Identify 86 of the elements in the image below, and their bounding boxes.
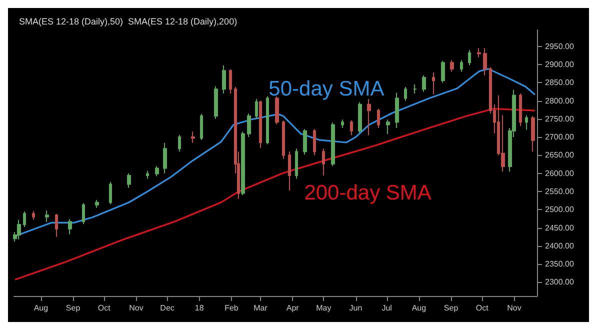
candlestick: [68, 218, 72, 235]
chart-title: SMA(ES 12-18 (Daily),50) SMA(ES 12-18 (Daily),200): [19, 16, 238, 26]
candlestick: [450, 60, 454, 72]
candlestick: [358, 102, 362, 134]
y-tick-label: 2550.00: [545, 186, 574, 196]
line-series: [14, 108, 536, 280]
candlestick: [229, 69, 232, 94]
y-tick-label: 2500.00: [545, 205, 574, 214]
candlestick: [531, 116, 535, 152]
candlestick: [460, 60, 463, 72]
candlestick: [255, 98, 258, 120]
candlestick: [525, 114, 528, 130]
candlestick: [222, 64, 226, 94]
candlestick: [127, 172, 131, 188]
candlestick: [163, 142, 167, 174]
candlestick: [468, 49, 471, 66]
candlestick: [395, 92, 399, 128]
candlestick: [109, 182, 112, 205]
candlestick: [155, 166, 159, 177]
candlestick: [322, 148, 325, 176]
candlestick: [350, 120, 353, 136]
candlestick: [519, 93, 522, 127]
y-tick-label: 2450.00: [545, 223, 574, 232]
y-tick-label: 2600.00: [545, 168, 574, 178]
x-tick-label: Nov: [507, 304, 522, 312]
candlestick: [404, 86, 407, 102]
series-label: 200-day SMA: [304, 182, 432, 205]
y-tick-label: 2800.00: [545, 96, 574, 106]
candlestick: [331, 122, 335, 167]
candlestick: [259, 100, 262, 148]
x-tick-label: Aug: [34, 304, 48, 312]
y-tick-label: 2350.00: [545, 260, 574, 269]
x-tick-label: Nov: [129, 304, 144, 312]
candlestick: [288, 151, 291, 191]
x-tick-label: Apr: [286, 304, 300, 312]
candlestick: [146, 170, 149, 180]
candlestick: [17, 219, 21, 240]
candlestick: [377, 108, 380, 128]
x-tick-label: 18: [194, 304, 204, 312]
candlestick: [95, 199, 99, 208]
x-tick-label: May: [316, 304, 332, 312]
candlestick: [200, 113, 203, 140]
candlestick: [441, 60, 445, 84]
candlestick: [432, 72, 435, 95]
candlestick: [247, 112, 251, 138]
candlestick: [32, 210, 35, 220]
x-tick-label: Dec: [160, 304, 174, 312]
x-tick-label: Sep: [66, 304, 81, 312]
candlestick: [477, 48, 481, 58]
candlestick: [282, 120, 285, 160]
candlestick: [313, 128, 316, 156]
candlestick: [483, 48, 487, 76]
candlestick: [55, 213, 58, 238]
candlestick: [367, 98, 371, 136]
y-tick-label: 2300.00: [545, 278, 574, 287]
candlestick: [214, 86, 218, 120]
y-tick-label: 2700.00: [545, 132, 574, 142]
candlestick: [191, 131, 195, 144]
candlestick: [23, 210, 26, 228]
candlestick: [45, 210, 49, 222]
candlestick: [303, 128, 307, 155]
y-tick-label: 2950.00: [545, 42, 574, 51]
candlestick: [386, 119, 390, 135]
y-tick-label: 2750.00: [545, 114, 574, 124]
candlestick: [82, 202, 85, 225]
x-tick-label: Aug: [412, 304, 426, 312]
x-tick-label: Jun: [349, 304, 362, 312]
y-tick-label: 2900.00: [545, 60, 574, 69]
candlestick: [413, 84, 417, 94]
x-tick-label: Feb: [224, 304, 239, 312]
candlestick: [241, 131, 245, 196]
x-tick-label: Sep: [444, 304, 459, 312]
x-tick-label: Jul: [382, 304, 392, 312]
line-series: [14, 68, 536, 237]
x-tick-label: Mar: [254, 304, 268, 312]
y-tick-label: 2650.00: [545, 150, 574, 160]
candlestick: [341, 119, 344, 128]
candlestick: [178, 134, 181, 152]
candlestick: [295, 148, 298, 180]
candlestick: [266, 96, 269, 145]
x-tick-label: Oct: [98, 304, 112, 312]
x-tick-label: Oct: [476, 304, 490, 312]
y-tick-label: 2400.00: [545, 241, 574, 250]
y-tick-label: 2850.00: [545, 78, 574, 88]
candlestick: [422, 74, 426, 92]
series-label: 50-day SMA: [268, 77, 384, 100]
